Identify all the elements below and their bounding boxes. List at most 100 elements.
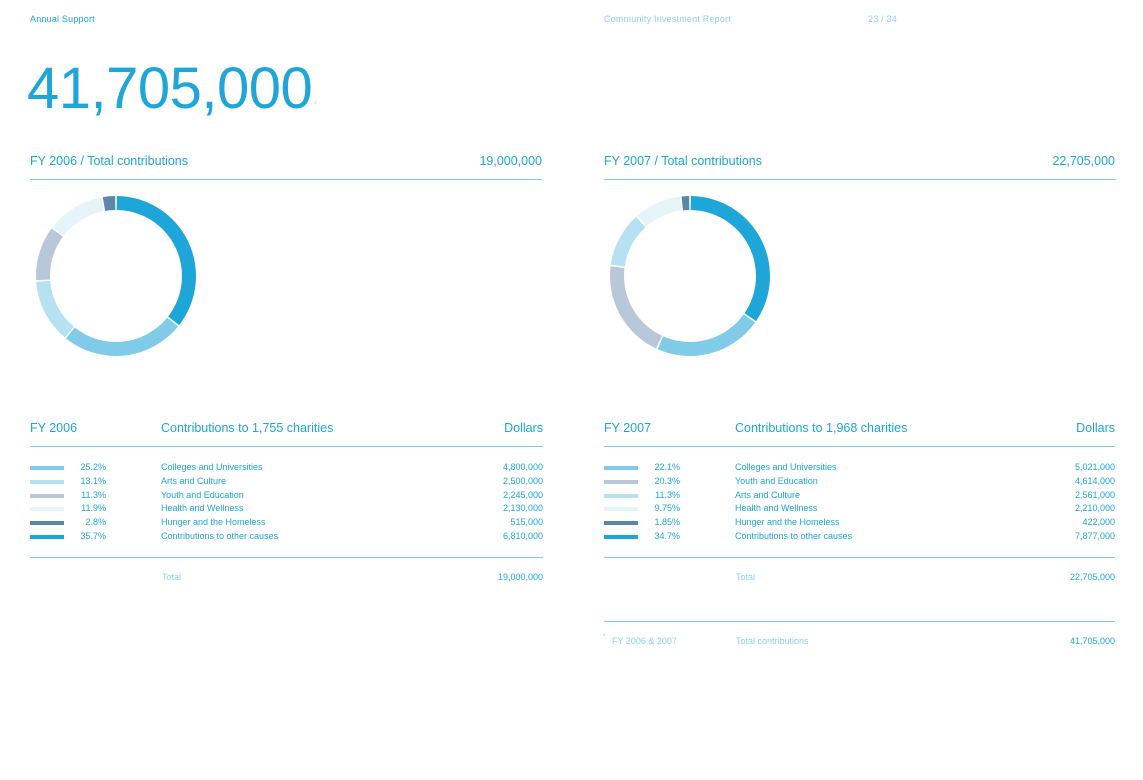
row-percent: 20.3% <box>654 475 680 486</box>
row-label: Youth and Education <box>735 475 818 486</box>
divider <box>604 179 1116 180</box>
table-row: 13.1% Arts and Culture 2,500,000 <box>30 475 543 489</box>
table-row: 34.7% Contributions to other causes 7,877,… <box>604 530 1115 544</box>
row-percent: 13.1% <box>80 475 106 486</box>
table-row: 25.2% Colleges and Universities 4,800,000 <box>30 461 543 475</box>
row-amount: 2,210,000 <box>1074 503 1115 514</box>
legend-swatch <box>30 534 64 539</box>
donut-slice-contributions-to-other-causes <box>690 196 770 322</box>
legend-swatch <box>30 507 64 512</box>
donut-chart-fy2006 <box>36 196 197 356</box>
table-row: 9.75% Health and Wellness 2,210,000 <box>604 502 1115 516</box>
headline-value: 41,705,000 <box>27 56 313 121</box>
donut-slice-youth-and-education <box>36 228 63 281</box>
section-title: Annual Support <box>30 14 95 24</box>
row-label: Health and Wellness <box>735 503 818 514</box>
divider <box>30 557 543 558</box>
table-row: 11.3% Arts and Culture 2,561,000 <box>604 489 1115 503</box>
table-row: 35.7% Contributions to other causes 6,810,… <box>30 530 543 544</box>
fy2006-chart-total: 19,000,000 <box>479 154 542 168</box>
donut-slice-arts-and-culture <box>36 280 74 338</box>
row-percent: 22.1% <box>654 462 680 472</box>
fy2006-total-label: Total <box>162 572 182 582</box>
legend-swatch <box>604 466 638 470</box>
donut-slice-youth-and-education <box>610 266 663 349</box>
legend-swatch <box>30 479 64 484</box>
row-percent: 9.75% <box>654 503 680 514</box>
row-label: Colleges and Universities <box>161 462 263 472</box>
fy2007-total-label: Total <box>736 572 756 582</box>
row-label: Arts and Culture <box>735 489 801 500</box>
fy2007-table-caption: Contributions to 1,968 charities <box>735 421 908 435</box>
row-percent: 35.7% <box>80 530 106 541</box>
row-label: Hunger and the Homeless <box>161 517 266 528</box>
fy2006-total-value: 19,000,000 <box>497 572 543 582</box>
row-label: Arts and Culture <box>161 475 227 486</box>
row-percent: 34.7% <box>654 530 680 541</box>
legend-swatch <box>30 493 64 498</box>
fy2006-table-body: 25.2% Colleges and Universities 4,800,000 1… <box>30 461 543 544</box>
row-percent: 1.85% <box>654 517 680 528</box>
donut-slice-contributions-to-other-causes <box>116 196 197 326</box>
legend-swatch <box>604 507 638 512</box>
donut-slice-hunger-and-the-homeless <box>102 196 116 211</box>
row-label: Health and Wellness <box>161 503 244 514</box>
row-amount: 6,810,000 <box>502 530 543 541</box>
row-percent: 11.9% <box>81 503 106 514</box>
fy2006-table-year: FY 2006 <box>30 421 78 435</box>
divider <box>30 446 543 447</box>
row-amount: 2,130,000 <box>502 503 543 514</box>
fy2006-table-unit: Dollars <box>504 421 543 435</box>
donut-chart-fy2007 <box>610 196 770 356</box>
footnote-marker: * <box>603 634 606 640</box>
divider <box>604 446 1115 447</box>
row-amount: 2,245,000 <box>502 489 543 500</box>
legend-swatch <box>30 466 64 470</box>
table-row: 2.8% Hunger and the Homeless 515,000 <box>30 516 543 530</box>
row-percent: 11.3% <box>81 489 106 500</box>
divider <box>30 179 542 180</box>
row-label: Colleges and Universities <box>735 462 837 472</box>
row-percent: 25.2% <box>80 462 106 472</box>
row-label: Contributions to other causes <box>161 530 279 541</box>
footnote-value: 41,705,000 <box>1069 636 1115 646</box>
footnote-caption: Total contributions <box>736 636 809 646</box>
legend-swatch <box>604 521 638 526</box>
row-percent: 11.3% <box>655 489 680 500</box>
legend-swatch <box>604 479 638 484</box>
fy2007-table-body: 22.1% Colleges and Universities 5,021,000 2… <box>604 461 1115 544</box>
donut-slice-colleges-and-universities <box>66 317 179 356</box>
donut-slice-health-and-wellness <box>52 197 104 236</box>
row-label: Contributions to other causes <box>735 530 853 541</box>
row-percent: 2.8% <box>85 517 106 528</box>
footnote-label: FY 2006 & 2007 <box>612 636 677 646</box>
row-label: Hunger and the Homeless <box>735 517 840 528</box>
row-amount: 4,800,000 <box>502 462 543 472</box>
row-label: Youth and Education <box>161 489 244 500</box>
table-row: 20.3% Youth and Education 4,614,000 <box>604 475 1115 489</box>
fy2007-table-year: FY 2007 <box>604 421 652 435</box>
fy2006-chart-title: FY 2006 / Total contributions <box>30 154 188 168</box>
donut-slice-arts-and-culture <box>610 216 646 267</box>
fy2007-chart-total: 22,705,000 <box>1052 154 1115 168</box>
table-row: 1.85% Hunger and the Homeless 422,000 <box>604 516 1115 530</box>
fy2007-chart-title: FY 2007 / Total contributions <box>604 154 762 168</box>
legend-swatch <box>604 493 638 498</box>
row-amount: 515,000 <box>510 517 543 528</box>
fy2007-total-value: 22,705,000 <box>1069 572 1115 582</box>
table-row: 11.9% Health and Wellness 2,130,000 <box>30 502 543 516</box>
row-amount: 422,000 <box>1082 517 1115 528</box>
row-amount: 2,500,000 <box>502 475 543 486</box>
report-title: Community Investment Report <box>604 14 731 24</box>
row-amount: 2,561,000 <box>1074 489 1115 500</box>
donut-slice-hunger-and-the-homeless <box>681 196 690 211</box>
legend-swatch <box>604 534 638 539</box>
fy2007-table-unit: Dollars <box>1076 421 1115 435</box>
headline-total: 41,705,000 * <box>27 54 317 124</box>
donut-slice-health-and-wellness <box>637 196 682 227</box>
divider <box>604 621 1115 622</box>
row-amount: 7,877,000 <box>1074 530 1115 541</box>
row-amount: 5,021,000 <box>1074 462 1115 472</box>
divider <box>604 557 1115 558</box>
legend-swatch <box>30 521 64 526</box>
